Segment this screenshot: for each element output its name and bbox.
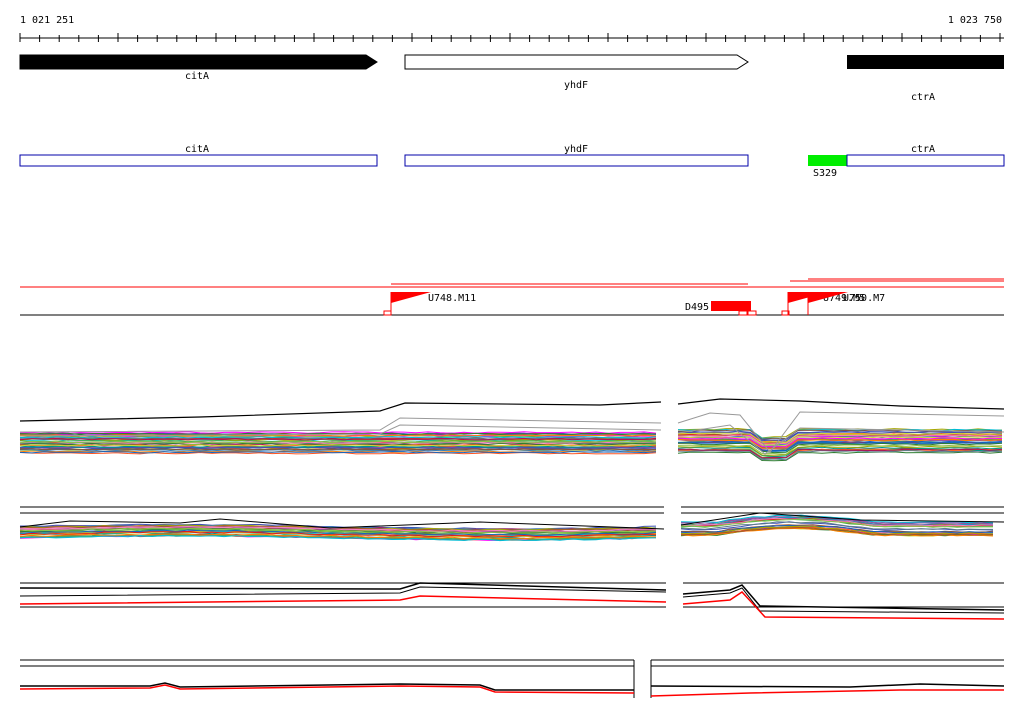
profile-line [19,417,662,433]
profile-line [677,445,1003,456]
profile-line [681,517,993,527]
annotation-track: citA yhdF S329 ctrA [19,144,1005,179]
annotation-box-yhdF[interactable] [404,154,749,167]
profile-line [682,584,1005,611]
coordinate-ruler: 1 021 251 1 023 750 [19,15,1004,42]
marker-label-D495: D495 [685,302,709,313]
profile-line [680,526,994,536]
marker-label-U748-M11: U748.M11 [428,293,476,304]
profile-line [19,684,635,694]
profile-line [677,438,1003,449]
gene-arrow-citA[interactable] [19,54,378,70]
profile-line [680,525,994,535]
feature-S329[interactable] [808,155,847,166]
profile-line [680,521,993,531]
profile-line [20,528,657,536]
profile-line [19,525,657,532]
marker-label-U750-M7: U750.M7 [843,293,885,304]
gene-label-ctrA: ctrA [911,92,935,103]
marker-U750-M7[interactable]: U750.M7 [807,292,885,315]
expression-panel-4 [19,659,1005,698]
profile-line [19,445,657,448]
gene-arrow-ctrA[interactable] [847,55,1004,69]
profile-line [19,518,665,530]
ruler-start-label: 1 021 251 [20,15,74,26]
profile-line [677,440,1003,452]
profile-line [682,591,1005,620]
expression-panel-2 [19,506,1005,542]
annotation-box-citA[interactable] [19,154,378,167]
profile-line [19,431,657,434]
profile-line [20,682,634,691]
profile-line [677,434,1003,445]
marker-track: U748.M11 D495 U749.M5 U750.M7 [20,278,1004,316]
profile-line [680,514,994,524]
ruler-ticks [19,33,1001,42]
annotation-label-ctrA: ctrA [911,144,935,155]
profile-line [19,450,657,453]
profile-line [19,444,657,447]
marker-label-U749-M5: U749.M5 [823,293,865,304]
profile-line [677,442,1003,454]
profile-line [19,525,657,532]
profile-line [682,587,1005,614]
profile-line [19,401,662,422]
profile-line [677,424,1005,455]
profile-line [677,449,1003,461]
profile-line [19,529,657,536]
profile-line [19,534,657,542]
profile-line [677,446,1003,458]
gene-track: citA yhdF ctrA [19,54,1004,103]
profile-line [20,449,657,452]
profile-line [19,440,657,444]
profile-line [19,424,662,437]
annotation-box-ctrA[interactable] [846,154,1005,167]
expression-panel-3 [19,582,1005,620]
gene-arrow-yhdF[interactable] [404,54,749,70]
profile-line [19,533,657,540]
profile-line [19,436,657,439]
profile-line [19,450,657,454]
profile-line [19,595,667,605]
gene-label-citA: citA [185,71,209,82]
feature-label-S329: S329 [813,168,837,179]
profile-line [20,446,657,450]
profile-line [677,451,1003,462]
profile-line [680,512,1005,526]
profile-line [677,398,1005,410]
gene-label-yhdF: yhdF [564,80,588,91]
profile-line [19,586,667,597]
expression-panel-1 [19,398,1005,462]
ruler-end-label: 1 023 750 [948,15,1002,26]
profile-line [650,689,1004,697]
annotation-label-yhdF: yhdF [564,144,588,155]
profile-line [19,527,657,534]
profile-line [19,441,657,444]
profile-line [677,431,1003,442]
profile-line [677,444,1003,455]
profile-line [19,437,657,441]
profile-line [681,518,993,528]
annotation-label-citA: citA [185,144,209,155]
profile-line [19,531,657,538]
marker-U748-M11[interactable]: U748.M11 [383,292,476,316]
profile-line [19,582,667,591]
profile-line [677,411,1005,453]
profile-line [650,683,1005,688]
marker-D495[interactable]: D495 [685,301,757,316]
profile-line [677,448,1003,459]
profile-line [677,437,1003,448]
profile-line [677,441,1003,452]
profile-line [19,448,657,451]
profile-line [677,432,1003,444]
profile-line [677,430,1003,441]
